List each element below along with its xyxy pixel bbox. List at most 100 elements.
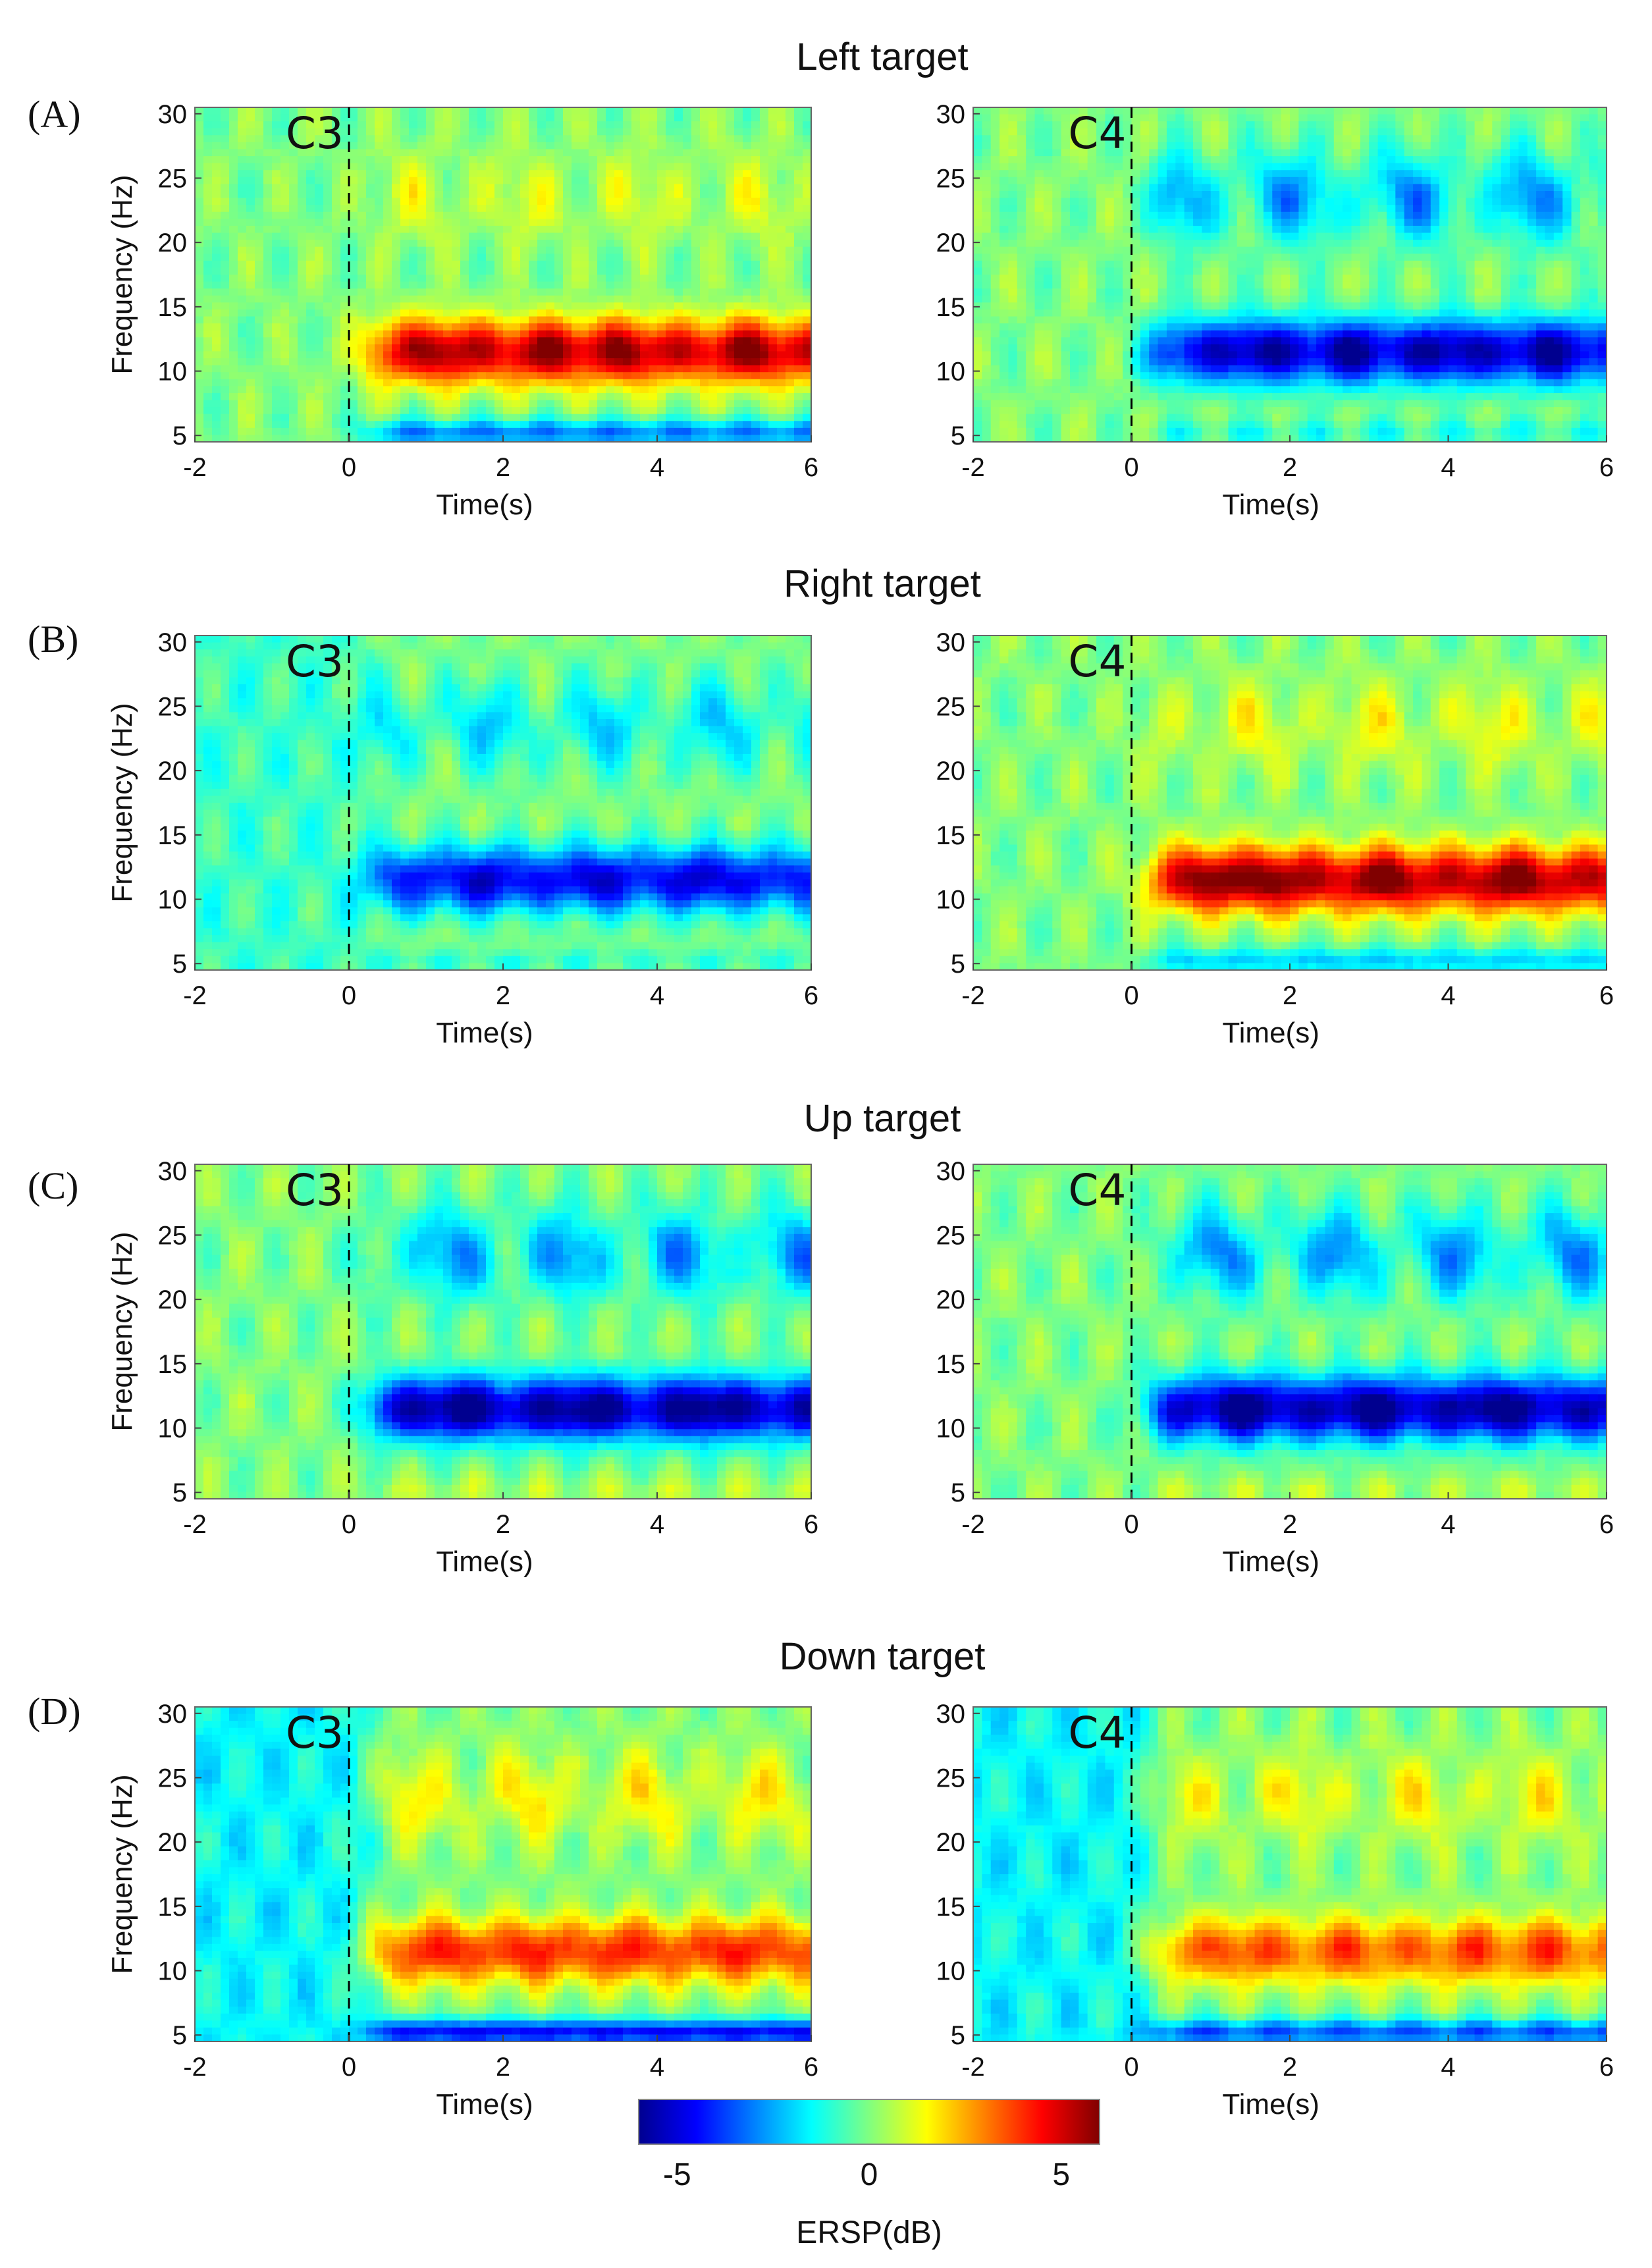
heatmap-cell — [477, 254, 487, 261]
heatmap-cell — [263, 261, 273, 268]
heatmap-cell — [358, 205, 367, 212]
heatmap-cell — [572, 226, 581, 233]
heatmap-cell — [409, 365, 418, 373]
heatmap-cell — [417, 358, 427, 365]
heatmap-cell — [212, 296, 221, 303]
heatmap-cell — [263, 233, 273, 240]
heatmap-cell — [486, 156, 495, 163]
heatmap-cell — [443, 414, 452, 421]
heatmap-cell — [246, 226, 255, 233]
heatmap-cell — [298, 267, 307, 275]
heatmap-cell — [435, 296, 444, 303]
heatmap-cell — [520, 379, 529, 387]
heatmap-cell — [520, 254, 529, 261]
heatmap-cell — [469, 128, 478, 136]
heatmap-cell — [494, 261, 504, 268]
heatmap-cell — [443, 128, 452, 136]
heatmap-cell — [195, 128, 204, 136]
heatmap-cell — [323, 407, 333, 414]
heatmap-cell — [546, 372, 555, 379]
heatmap-cell — [383, 149, 392, 157]
heatmap-cell — [409, 393, 418, 400]
heatmap-cell — [512, 107, 521, 115]
heatmap-cell — [332, 331, 341, 338]
heatmap-cell — [494, 288, 504, 296]
heatmap-cell — [323, 331, 333, 338]
heatmap-cell — [452, 128, 461, 136]
heatmap-cell — [195, 156, 204, 163]
heatmap-cell — [452, 156, 461, 163]
heatmap-cell — [221, 386, 230, 393]
heatmap-cell — [203, 128, 213, 136]
heatmap-cell — [554, 163, 564, 171]
heatmap-cell — [392, 302, 401, 310]
heatmap-cell — [358, 400, 367, 408]
heatmap-cell — [452, 323, 461, 331]
heatmap-cell — [443, 379, 452, 387]
heatmap-cell — [238, 107, 247, 115]
heatmap-cell — [332, 302, 341, 310]
heatmap-cell — [477, 288, 487, 296]
heatmap-cell — [452, 421, 461, 428]
heatmap-cell — [460, 275, 469, 282]
heatmap-cell — [469, 317, 478, 324]
heatmap-cell — [195, 135, 204, 142]
heatmap-cell — [452, 310, 461, 317]
heatmap-cell — [512, 302, 521, 310]
heatmap-cell — [469, 337, 478, 344]
heatmap-cell — [435, 156, 444, 163]
heatmap-cell — [272, 323, 281, 331]
heatmap-cell — [195, 428, 204, 435]
heatmap-cell — [537, 212, 546, 219]
heatmap-cell — [195, 233, 204, 240]
heatmap-cell — [203, 107, 213, 115]
heatmap-cell — [452, 115, 461, 122]
heatmap-cell — [212, 240, 221, 247]
heatmap-cell — [494, 358, 504, 365]
heatmap-cell — [563, 310, 572, 317]
heatmap-cell — [537, 358, 546, 365]
heatmap-cell — [195, 310, 204, 317]
heatmap-cell — [195, 219, 204, 226]
heatmap-cell — [306, 358, 315, 365]
heatmap-cell — [503, 331, 512, 338]
heatmap-cell — [203, 240, 213, 247]
heatmap-cell — [366, 302, 375, 310]
heatmap-cell — [477, 400, 487, 408]
heatmap-cell — [435, 317, 444, 324]
heatmap-cell — [537, 170, 546, 177]
heatmap-cell — [486, 407, 495, 414]
heatmap-cell — [477, 379, 487, 387]
heatmap-cell — [529, 184, 538, 191]
heatmap-cell — [460, 170, 469, 177]
heatmap-cell — [460, 135, 469, 142]
heatmap-cell — [366, 170, 375, 177]
heatmap-cell — [563, 177, 572, 184]
heatmap-cell — [392, 170, 401, 177]
heatmap-cell — [494, 267, 504, 275]
heatmap-cell — [383, 247, 392, 254]
heatmap-cell — [203, 393, 213, 400]
heatmap-cell — [246, 323, 255, 331]
heatmap-cell — [546, 267, 555, 275]
heatmap-cell — [503, 414, 512, 421]
heatmap-cell — [546, 240, 555, 247]
heatmap-cell — [417, 275, 427, 282]
heatmap-cell — [460, 107, 469, 115]
heatmap-cell — [392, 421, 401, 428]
heatmap-cell — [537, 240, 546, 247]
heatmap-cell — [203, 400, 213, 408]
heatmap-cell — [383, 282, 392, 289]
heatmap-cell — [520, 310, 529, 317]
heatmap-cell — [452, 177, 461, 184]
heatmap-cell — [375, 198, 384, 205]
heatmap-cell — [392, 163, 401, 171]
heatmap-cell — [229, 121, 238, 128]
heatmap-cell — [255, 135, 264, 142]
heatmap-cell — [546, 407, 555, 414]
heatmap-cell — [554, 247, 564, 254]
heatmap-cell — [195, 317, 204, 324]
heatmap-cell — [212, 351, 221, 358]
heatmap-cell — [443, 407, 452, 414]
panels-layer: C3-2 0 2 4 651015202530Time(s)Frequency (Hz)… — [28, 36, 1614, 2120]
